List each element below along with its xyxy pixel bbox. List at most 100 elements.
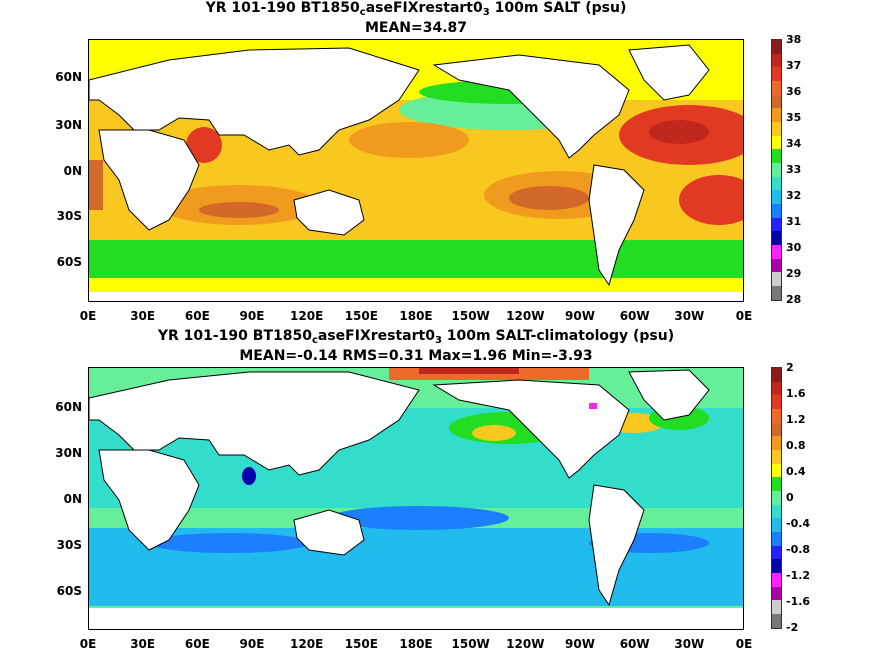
- panel1-colorbar-tick: 31: [786, 215, 802, 228]
- colorbar-segment: [772, 122, 781, 136]
- greenland-land: [628, 44, 710, 101]
- colorbar-segment: [772, 559, 781, 574]
- arabian-sea-salty: [186, 127, 222, 163]
- panel1-lat-0N: 0N: [63, 164, 82, 178]
- south-atlantic-salty: [679, 175, 743, 225]
- panel2-colorbar-tick: -0.4: [786, 517, 811, 530]
- colorbar-segment: [772, 477, 781, 492]
- panel2-lon-label: 0E: [735, 637, 753, 651]
- panel2-lon-label: 120W: [506, 637, 545, 651]
- panel2-colorbar-tick: 2: [786, 361, 794, 374]
- panel2-colorbar-tick: 1.2: [786, 413, 806, 426]
- colorbar-segment: [772, 450, 781, 464]
- panel2-colorbar-tick: 0.4: [786, 465, 806, 478]
- panel1-lon-label: 150W: [451, 309, 490, 323]
- panel1-lon-label: 150E: [344, 309, 378, 323]
- panel1-colorbar-tick: 35: [786, 111, 802, 124]
- colorbar-segment: [772, 381, 781, 396]
- panel2-colorbar-tick: -1.2: [786, 569, 811, 582]
- panel2-colorbar-tick: 1.6: [786, 387, 806, 400]
- panel2-lon-label: 90W: [565, 637, 595, 651]
- colorbar-segment: [772, 436, 781, 451]
- panel1-lon-label: 0E: [735, 309, 753, 323]
- panel2-lon-label: 120E: [290, 637, 324, 651]
- colorbar-segment: [772, 245, 781, 259]
- colorbar-segment: [772, 81, 781, 95]
- panel1-map: [88, 39, 744, 302]
- antarctica-land: [89, 292, 743, 301]
- se-pacific-salty-core: [509, 186, 589, 210]
- panel2-lon-label: 60E: [184, 637, 210, 651]
- arctic-positive-core: [419, 368, 519, 374]
- colorbar-segment: [772, 614, 781, 628]
- colorbar-segment: [772, 395, 781, 410]
- colorbar-segment: [772, 368, 781, 382]
- bay-of-bengal-fresh: [242, 467, 256, 485]
- colorbar-segment: [772, 94, 781, 109]
- panel1-colorbar-tick: 30: [786, 241, 802, 254]
- panel2-colorbar-tick: 0: [786, 491, 794, 504]
- panel1-lon-label: 30E: [130, 309, 156, 323]
- panel2-lon-label: 150W: [451, 637, 490, 651]
- panel2-anomaly-field: [89, 368, 743, 629]
- south-america-land: [588, 164, 645, 287]
- north-america-land: [432, 54, 630, 159]
- panel2-colorbar: [771, 367, 782, 629]
- panel1-lon-label: 30W: [674, 309, 705, 323]
- panel1-colorbar-tick: 32: [786, 189, 802, 202]
- colorbar-segment: [772, 231, 781, 246]
- southern-ocean-band: [89, 240, 743, 280]
- colorbar-segment: [772, 504, 781, 519]
- panel2-map: [88, 367, 744, 630]
- south-america-land: [588, 484, 645, 607]
- hudson-bay-fresh: [589, 403, 597, 409]
- panel2-colorbar-tick: -2: [786, 621, 799, 634]
- panel1-lon-label: 90W: [565, 309, 595, 323]
- panel1-colorbar-tick: 33: [786, 163, 802, 176]
- panel1-lat-30N: 30N: [55, 118, 82, 132]
- south-indian-fresh: [149, 533, 309, 553]
- panel2-lon-label: 60W: [619, 637, 650, 651]
- panel1-colorbar-tick: 38: [786, 33, 802, 46]
- nw-pacific-salty: [349, 122, 469, 158]
- panel1-colorbar-tick: 28: [786, 293, 802, 306]
- colorbar-segment: [772, 491, 781, 505]
- colorbar-segment: [772, 463, 781, 478]
- panel1-lon-label: 60W: [619, 309, 650, 323]
- greenland-land: [628, 369, 710, 421]
- eurasia-land: [89, 47, 420, 156]
- africa-land: [98, 449, 200, 551]
- australia-land: [293, 509, 365, 556]
- panel1-lat-30S: 30S: [56, 209, 82, 223]
- atlantic-east-edge: [89, 160, 103, 210]
- colorbar-segment: [772, 545, 781, 560]
- panel2-colorbar-tick: 0.8: [786, 439, 806, 452]
- panel2-title: YR 101-190 BT1850caseFIXrestart03 100m S…: [157, 328, 675, 346]
- panel2-lon-label: 0E: [79, 637, 97, 651]
- panel1-lon-label: 90E: [239, 309, 265, 323]
- panel1-lon-label: 0E: [79, 309, 97, 323]
- panel1-lat-60N: 60N: [55, 70, 82, 84]
- panel2-lat-30S: 30S: [56, 538, 82, 552]
- panel2-lon-label: 180E: [399, 637, 433, 651]
- panel2-lat-60N: 60N: [55, 400, 82, 414]
- panel2-stats: MEAN=-0.14 RMS=0.31 Max=1.96 Min=-3.93: [239, 348, 593, 364]
- colorbar-segment: [772, 258, 781, 273]
- colorbar-segment: [772, 204, 781, 218]
- panel1-colorbar-tick: 29: [786, 267, 802, 280]
- africa-land: [98, 129, 200, 231]
- colorbar-segment: [772, 272, 781, 287]
- colorbar-segment: [772, 108, 781, 123]
- colorbar-segment: [772, 40, 781, 54]
- panel1-title: YR 101-190 BT1850caseFIXrestart03 100m S…: [205, 0, 627, 18]
- colorbar-segment: [772, 53, 781, 68]
- eurasia-land: [89, 371, 420, 476]
- colorbar-segment: [772, 600, 781, 615]
- panel2-lat-0N: 0N: [63, 492, 82, 506]
- colorbar-segment: [772, 149, 781, 164]
- colorbar-segment: [772, 422, 781, 437]
- panel1-colorbar-tick: 34: [786, 137, 802, 150]
- panel1-colorbar: [771, 39, 782, 301]
- panel2-lon-label: 150E: [344, 637, 378, 651]
- panel2-lat-60S: 60S: [56, 584, 82, 598]
